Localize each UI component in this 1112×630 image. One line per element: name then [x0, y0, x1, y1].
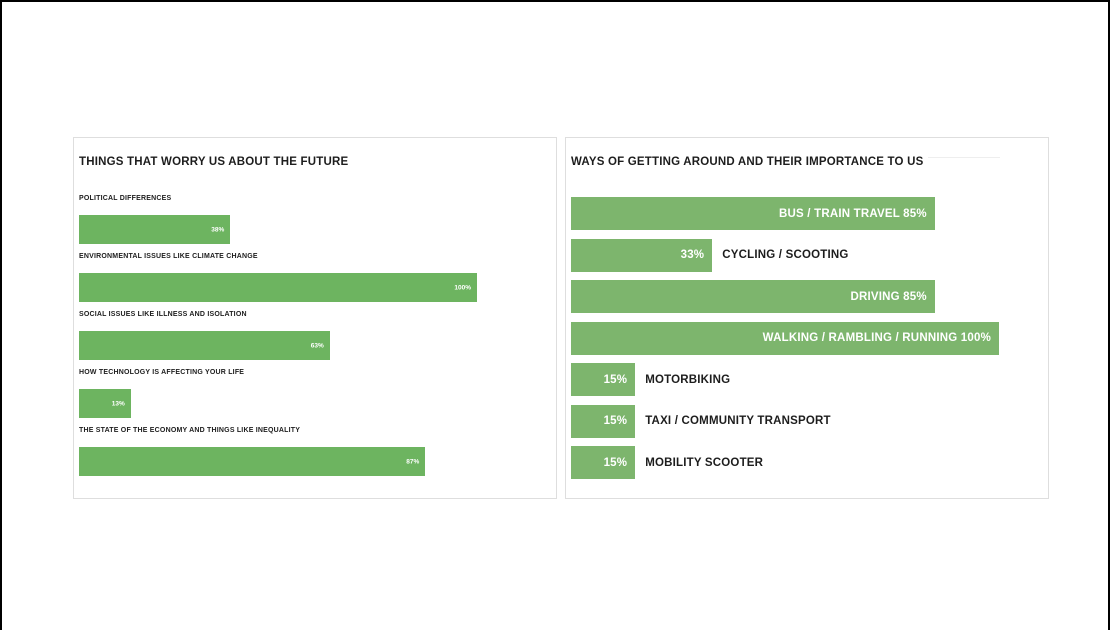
data-label: 100%	[454, 284, 471, 291]
data-label: 63%	[310, 342, 324, 349]
bar: WALKING / RAMBLING / RUNNING 100%	[571, 321, 999, 355]
category-label: CYCLING / SCOOTING	[722, 249, 849, 261]
data-label: 15%	[603, 456, 628, 469]
bar: 15% MOTORBIKING	[571, 363, 730, 396]
transport-chart-title: WAYS OF GETTING AROUND AND THEIR IMPORTA…	[571, 156, 924, 168]
bar: 100%	[79, 273, 477, 302]
bar-label: WALKING / RAMBLING / RUNNING 100%	[763, 332, 991, 344]
category-label: POLITICAL DIFFERENCES	[79, 195, 172, 202]
category-label: WALKING / RAMBLING / RUNNING	[762, 332, 958, 344]
data-label: 85%	[903, 207, 927, 220]
data-label: 100%	[960, 332, 991, 344]
bar-label: DRIVING 85%	[850, 291, 926, 303]
bar: 38%	[79, 215, 231, 244]
transport-chart-panel: WAYS OF GETTING AROUND AND THEIR IMPORTA…	[565, 137, 1049, 499]
data-label: 85%	[903, 290, 927, 303]
category-label: MOBILITY SCOOTER	[645, 456, 764, 469]
bar-label: BUS / TRAIN TRAVEL 85%	[779, 208, 927, 220]
data-label: 87%	[406, 458, 420, 465]
category-label: MOTORBIKING	[645, 373, 731, 386]
bar: 33% CYCLING / SCOOTING	[571, 238, 848, 272]
bar: 15% TAXI / COMMUNITY TRANSPORT	[571, 404, 831, 438]
worry-chart-panel: THINGS THAT WORRY US ABOUT THE FUTURE PO…	[73, 137, 557, 499]
data-label: 13%	[111, 400, 125, 407]
data-label: 15%	[603, 415, 628, 427]
data-label: 33%	[680, 249, 705, 261]
title-divider	[928, 157, 1000, 158]
category-label: BUS / TRAIN TRAVEL	[779, 207, 900, 220]
bar: 13%	[79, 389, 131, 418]
category-label: THE STATE OF THE ECONOMY AND THINGS LIKE…	[79, 427, 301, 434]
category-label: DRIVING	[850, 290, 900, 303]
data-label: 15%	[603, 373, 628, 386]
bar: 15% MOBILITY SCOOTER	[571, 446, 763, 479]
category-label: HOW TECHNOLOGY IS AFFECTING YOUR LIFE	[79, 369, 245, 376]
category-label: SOCIAL ISSUES LIKE ILLNESS AND ISOLATION	[79, 311, 247, 318]
bar: DRIVING 85%	[571, 280, 935, 313]
bar: BUS / TRAIN TRAVEL 85%	[571, 197, 935, 230]
data-label: 38%	[211, 226, 225, 233]
worry-chart-title: THINGS THAT WORRY US ABOUT THE FUTURE	[79, 156, 349, 168]
category-label: TAXI / COMMUNITY TRANSPORT	[645, 415, 831, 427]
category-label: ENVIRONMENTAL ISSUES LIKE CLIMATE CHANGE	[79, 253, 258, 260]
bar: 87%	[79, 447, 426, 476]
bar: 63%	[79, 331, 330, 360]
